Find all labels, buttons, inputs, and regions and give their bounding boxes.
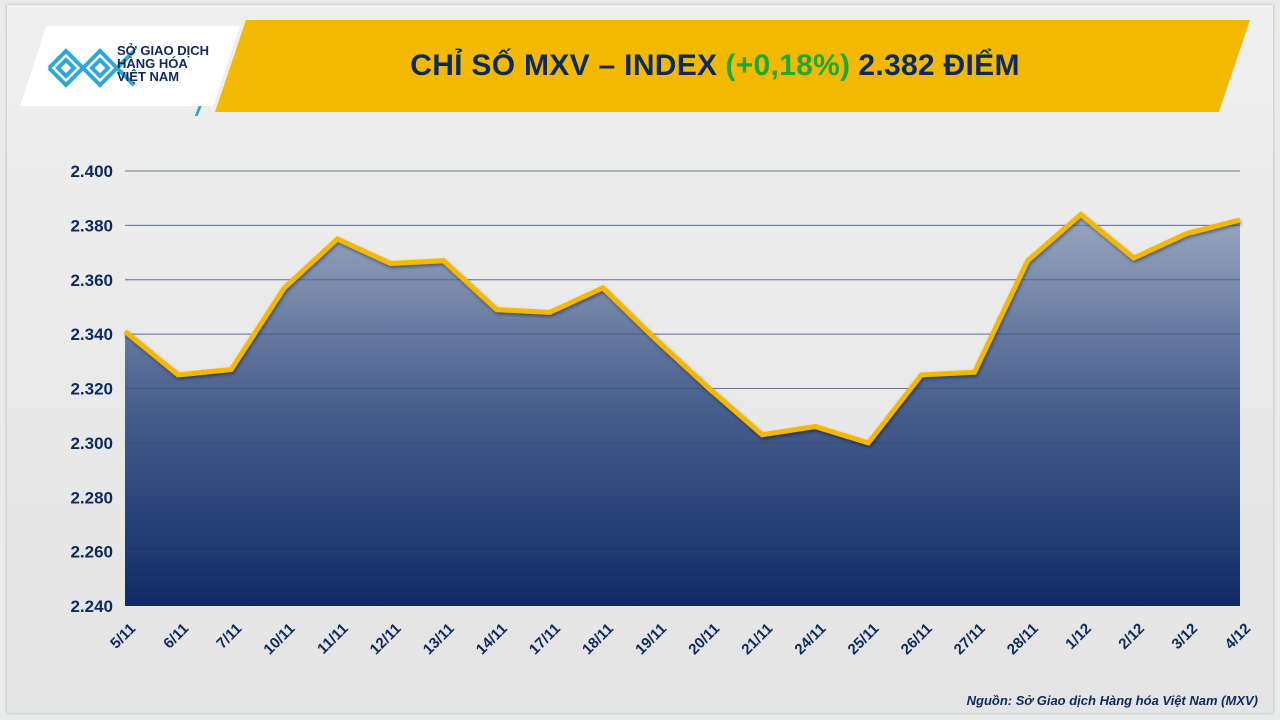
logo bbox=[20, 26, 240, 106]
title-banner bbox=[215, 20, 1250, 112]
logo-mark-icon bbox=[47, 48, 136, 88]
x-tick-label: 7/11 bbox=[213, 620, 245, 652]
logo-line: VIỆT NAM bbox=[117, 69, 180, 84]
x-tick-label: 10/11 bbox=[260, 620, 298, 658]
x-tick-label: 5/11 bbox=[107, 620, 139, 652]
area-fill bbox=[125, 214, 1240, 606]
x-tick-label: 28/11 bbox=[1004, 620, 1042, 658]
y-tick-label: 2.300 bbox=[70, 434, 113, 453]
title-change: (+0,18%) bbox=[725, 49, 851, 82]
source-note: Nguồn: Sở Giao dịch Hàng hóa Việt Nam (M… bbox=[966, 693, 1258, 708]
x-tick-label: 13/11 bbox=[420, 620, 458, 658]
x-tick-label: 12/11 bbox=[367, 620, 405, 658]
y-tick-label: 2.320 bbox=[70, 380, 113, 399]
x-tick-label: 20/11 bbox=[685, 620, 723, 658]
x-tick-label: 18/11 bbox=[579, 620, 617, 658]
y-tick-label: 2.360 bbox=[70, 271, 113, 290]
x-tick-label: 24/11 bbox=[791, 620, 829, 658]
logo-text: SỞ GIAO DỊCH HÀNG HÓA VIỆT NAM bbox=[117, 44, 209, 83]
x-tick-label: 4/12 bbox=[1222, 620, 1255, 653]
x-tick-label: 3/12 bbox=[1168, 620, 1201, 653]
y-tick-label: 2.240 bbox=[70, 597, 113, 616]
x-tick-label: 25/11 bbox=[845, 620, 883, 658]
x-tick-label: 14/11 bbox=[473, 620, 511, 658]
x-tick-label: 26/11 bbox=[898, 620, 936, 658]
page-title: CHỈ SỐ MXV – INDEX (+0,18%) 2.382 ĐIỂM bbox=[215, 20, 1215, 112]
x-tick-label: 6/11 bbox=[160, 620, 192, 652]
title-value: 2.382 ĐIỂM bbox=[858, 49, 1020, 82]
x-tick-label: 1/12 bbox=[1062, 620, 1095, 653]
y-tick-label: 2.260 bbox=[70, 543, 113, 562]
x-tick-label: 11/11 bbox=[314, 620, 351, 657]
logo-line: HÀNG HÓA bbox=[117, 56, 188, 71]
logo-line: SỞ GIAO DỊCH bbox=[117, 43, 209, 58]
x-tick-label: 17/11 bbox=[526, 620, 564, 658]
y-tick-label: 2.400 bbox=[70, 162, 113, 181]
x-tick-label: 19/11 bbox=[632, 620, 670, 658]
title-main: CHỈ SỐ MXV – INDEX bbox=[410, 49, 718, 82]
x-tick-label: 2/12 bbox=[1115, 620, 1148, 653]
y-tick-label: 2.280 bbox=[70, 488, 113, 507]
y-tick-label: 2.340 bbox=[70, 325, 113, 344]
y-tick-label: 2.380 bbox=[70, 216, 113, 235]
x-tick-label: 21/11 bbox=[738, 620, 776, 658]
x-tick-label: 27/11 bbox=[951, 620, 989, 658]
series-line bbox=[123, 211, 1241, 446]
